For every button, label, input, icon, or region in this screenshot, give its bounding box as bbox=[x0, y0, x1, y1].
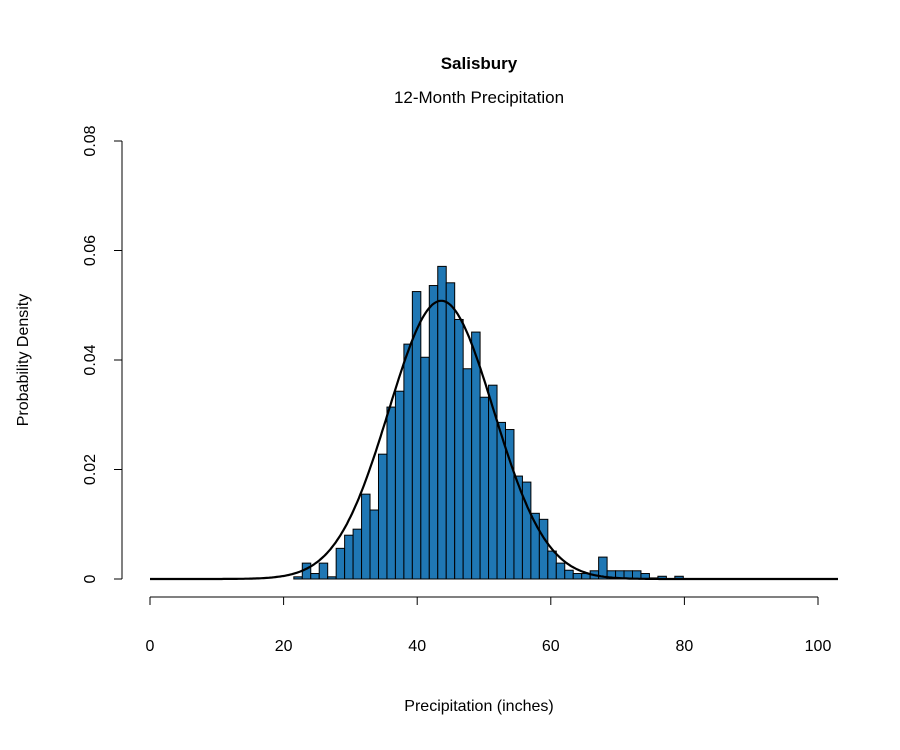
normal-density-curve bbox=[150, 299, 838, 581]
histogram-bar bbox=[564, 569, 574, 580]
x-tick-label: 20 bbox=[275, 638, 293, 655]
histogram-bar bbox=[428, 285, 439, 580]
histogram-bar bbox=[420, 356, 430, 580]
chart-title: Salisbury bbox=[441, 54, 518, 73]
histogram-bar bbox=[572, 573, 583, 580]
histogram-bar bbox=[369, 509, 379, 580]
y-axis-label: Probability Density bbox=[15, 294, 32, 427]
x-axis-label: Precipitation (inches) bbox=[404, 698, 553, 715]
y-tick-label: 0.08 bbox=[82, 125, 99, 156]
histogram-bar bbox=[293, 576, 303, 580]
x-tick-label: 0 bbox=[146, 638, 155, 655]
chart-subtitle: 12-Month Precipitation bbox=[394, 88, 564, 107]
histogram-bar bbox=[462, 368, 473, 580]
y-tick-label: 0.02 bbox=[82, 454, 99, 485]
histogram-bar bbox=[445, 282, 456, 580]
histogram-bar bbox=[598, 556, 608, 580]
histogram-bar bbox=[352, 528, 363, 580]
x-tick-label: 40 bbox=[408, 638, 426, 655]
histogram-bar bbox=[547, 550, 557, 580]
y-tick-label: 0 bbox=[82, 574, 99, 583]
axes: 0 0.02 0.04 0.06 0.08 0 20 40 60 80 100 bbox=[82, 125, 831, 655]
histogram-bar bbox=[555, 562, 566, 580]
histogram-bar bbox=[394, 390, 405, 580]
histogram-bar bbox=[335, 547, 346, 580]
histogram-bar bbox=[377, 453, 388, 580]
x-tick-label: 60 bbox=[542, 638, 560, 655]
y-tick-label: 0.04 bbox=[82, 344, 99, 375]
histogram-bar bbox=[310, 573, 320, 580]
histogram-bar bbox=[479, 396, 490, 580]
histogram-bar bbox=[361, 493, 371, 580]
histogram-bar bbox=[403, 343, 413, 580]
x-tick-label: 100 bbox=[805, 638, 832, 655]
histogram-bar bbox=[538, 518, 549, 580]
y-tick-label: 0.06 bbox=[82, 235, 99, 266]
bars bbox=[150, 265, 838, 581]
histogram-bar bbox=[437, 265, 447, 580]
histogram-bar bbox=[386, 406, 396, 580]
histogram-bar bbox=[454, 318, 464, 580]
x-tick-label: 80 bbox=[676, 638, 694, 655]
histogram-bar bbox=[471, 331, 481, 580]
histogram-bar bbox=[327, 576, 337, 580]
histogram-bar bbox=[344, 534, 354, 580]
histogram-bar bbox=[318, 562, 329, 580]
